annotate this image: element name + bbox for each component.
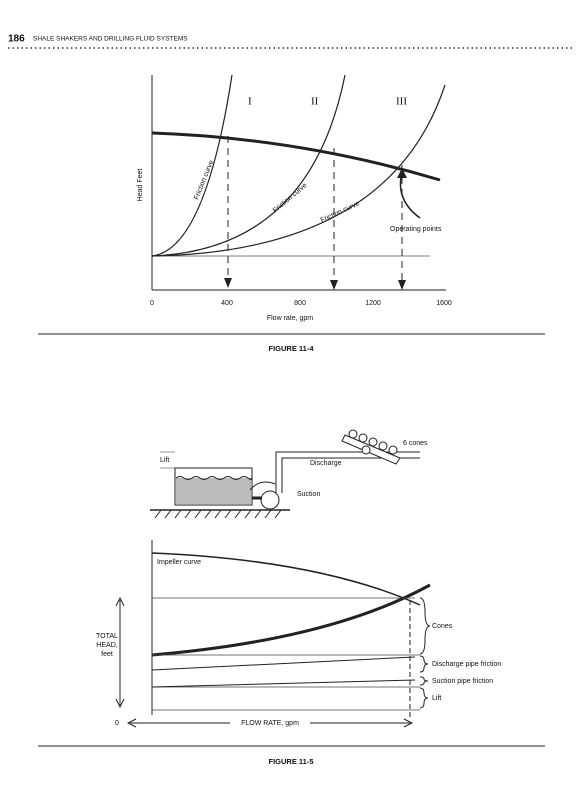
y-label: Head Feet <box>137 169 144 202</box>
x-tick-label: 400 <box>221 300 233 307</box>
page-number: 186 <box>8 34 25 45</box>
x-label: Flow rate, gpm <box>267 315 313 322</box>
discharge-friction-line <box>151 656 416 671</box>
x-arrow <box>126 718 414 728</box>
dashed-lines <box>227 136 403 282</box>
suction-friction-line <box>151 679 416 688</box>
pump <box>260 490 280 510</box>
region-label: II <box>311 96 319 108</box>
arrowhead <box>397 168 407 178</box>
component-label: Lift <box>432 695 441 702</box>
friction-curve <box>151 74 346 257</box>
caption: FIGURE 11-4 <box>268 344 314 353</box>
y-label: TOTAL <box>96 633 118 640</box>
caption: FIGURE 11-5 <box>268 757 313 766</box>
figure-11-5: Lift Discharge Suction 6 cones Impeller … <box>96 429 501 728</box>
region-label: I <box>248 96 252 108</box>
x-tick-label: 0 <box>150 300 154 307</box>
braces <box>419 597 431 709</box>
suction-label: Suction <box>297 491 320 498</box>
y-arrow <box>115 596 125 709</box>
liquid-surface <box>175 476 252 480</box>
hatching <box>154 509 282 519</box>
suction-arrow <box>249 481 276 491</box>
discharge-label: Discharge <box>310 460 342 467</box>
friction-curve <box>151 84 446 257</box>
cones-label: 6 cones <box>403 440 428 447</box>
annotation: Operating points <box>390 226 442 233</box>
lift-label: Lift <box>160 457 169 464</box>
y-label: feet <box>101 651 113 658</box>
y-label: HEAD, <box>96 642 117 649</box>
impeller-label: Impeller curve <box>157 559 201 566</box>
component-label: Discharge pipe friction <box>432 661 501 668</box>
region-label: III <box>396 96 407 108</box>
component-label: Suction pipe friction <box>432 678 493 685</box>
x-label: FLOW RATE, gpm <box>241 720 299 727</box>
tank <box>174 467 253 506</box>
x-tick-label: 1200 <box>365 300 381 307</box>
impeller-curve <box>151 552 421 606</box>
x-origin: 0 <box>115 720 119 727</box>
component-label: Cones <box>432 623 453 630</box>
arrowheads <box>224 278 406 290</box>
running-title: SHALE SHAKERS AND DRILLING FLUID SYSTEMS <box>33 36 188 43</box>
cones <box>341 429 401 465</box>
friction-curve <box>151 74 233 257</box>
x-tick-label: 800 <box>294 300 306 307</box>
system-curve <box>151 583 431 657</box>
guide-lines <box>152 597 420 711</box>
x-tick-label: 1600 <box>436 300 452 307</box>
liquid <box>176 478 251 504</box>
head-curve <box>151 131 441 182</box>
